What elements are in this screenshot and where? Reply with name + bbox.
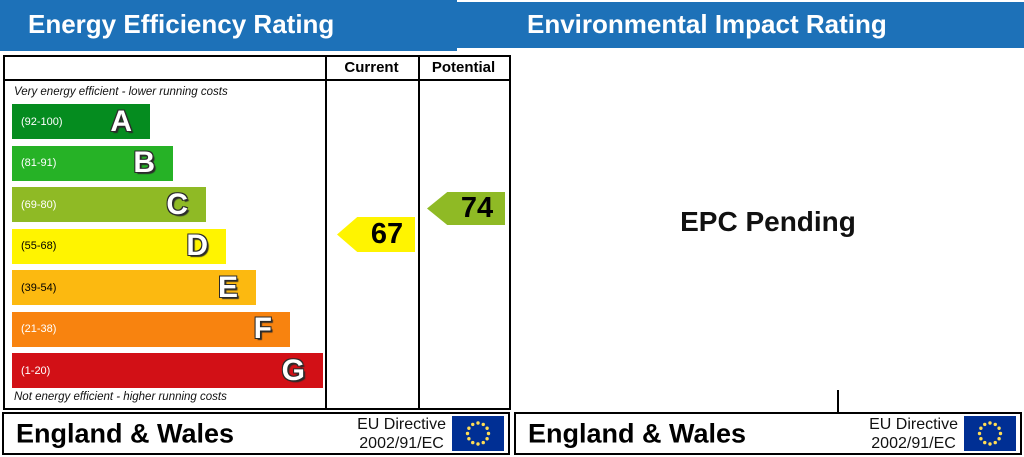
band-range-label: (1-20) xyxy=(21,364,51,377)
eu-directive-line1: EU Directive xyxy=(357,415,446,433)
band-range-label: (92-100) xyxy=(21,115,63,128)
bottom-caption: Not energy efficient - higher running co… xyxy=(14,391,227,403)
potential-rating-arrow: 74 xyxy=(427,192,505,225)
environmental-impact-header: Environmental Impact Rating xyxy=(457,2,1024,48)
band-E: (39-54) E xyxy=(12,270,256,305)
band-letter: C xyxy=(166,187,188,221)
current-rating-arrow: 67 xyxy=(337,217,415,252)
environmental-impact-title: Environmental Impact Rating xyxy=(527,9,887,39)
eu-directive-line2: 2002/91/EC xyxy=(871,434,956,452)
current-column-header: Current xyxy=(344,59,399,76)
eu-directive-label: EU Directive 2002/91/EC xyxy=(869,415,958,453)
potential-column-divider xyxy=(418,57,420,408)
energy-efficiency-chart: Current Potential Very energy efficient … xyxy=(3,55,511,410)
band-F: (21-38) F xyxy=(12,311,290,347)
eu-directive-line1: EU Directive xyxy=(869,415,958,433)
band-range-label: (55-68) xyxy=(21,240,57,252)
band-letter: A xyxy=(110,104,132,138)
band-letter: G xyxy=(281,353,305,387)
current-rating-value: 67 xyxy=(370,218,404,250)
band-range-label: (69-80) xyxy=(21,198,57,211)
eu-flag-icon xyxy=(964,416,1016,451)
band-B: (81-91) B xyxy=(12,145,173,181)
band-range-label: (21-38) xyxy=(21,323,57,335)
epc-pending-text: EPC Pending xyxy=(680,206,856,237)
region-label: England & Wales xyxy=(16,418,235,448)
band-A: (92-100) A xyxy=(12,104,150,139)
current-column-divider xyxy=(325,57,327,408)
footer-england-wales-left: England & Wales EU Directive 2002/91/EC xyxy=(2,412,510,455)
eu-flag-icon xyxy=(452,416,504,451)
potential-column-header: Potential xyxy=(431,59,496,76)
potential-rating-value: 74 xyxy=(460,192,494,224)
column-divider-stub xyxy=(837,390,839,412)
top-caption: Very energy efficient - lower running co… xyxy=(14,86,228,98)
band-G: (1-20) G xyxy=(12,353,323,388)
energy-efficiency-header: Energy Efficiency Rating xyxy=(0,0,457,51)
band-range-label: (81-91) xyxy=(21,157,57,169)
band-C: (69-80) C xyxy=(12,187,206,222)
band-letter: E xyxy=(217,270,238,304)
band-letter: F xyxy=(253,312,272,345)
footer-england-wales-right: England & Wales EU Directive 2002/91/EC xyxy=(514,412,1022,455)
region-label: England & Wales xyxy=(528,418,747,448)
chart-header-row: Current Potential xyxy=(5,57,509,81)
band-range-label: (39-54) xyxy=(21,281,57,294)
band-D: (55-68) D xyxy=(12,228,226,264)
eu-directive-label: EU Directive 2002/91/EC xyxy=(357,415,446,453)
energy-efficiency-title: Energy Efficiency Rating xyxy=(28,9,335,39)
band-letter: B xyxy=(133,146,155,179)
band-letter: D xyxy=(186,229,208,262)
eu-directive-line2: 2002/91/EC xyxy=(359,434,444,452)
